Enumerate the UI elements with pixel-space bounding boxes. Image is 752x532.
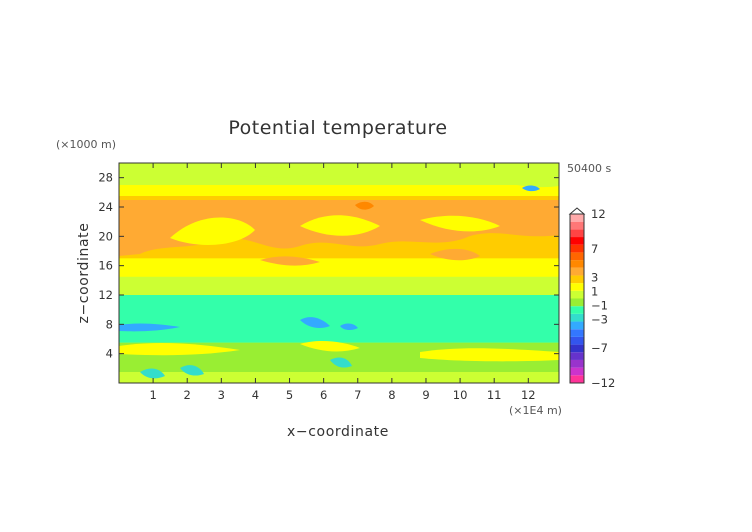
y-tick-label: 24 [98, 200, 113, 214]
colorbar-arrow [568, 207, 586, 215]
field-band [119, 372, 559, 383]
plot-area [118, 162, 560, 384]
x-tick-label: 6 [320, 388, 327, 402]
warm-anomaly-shape [430, 248, 480, 261]
colorbar-segment [570, 244, 584, 253]
x-tick-label: 9 [422, 388, 429, 402]
colorbar-label: −1 [591, 299, 608, 313]
warm-anomaly-shape [300, 215, 380, 236]
y-unit-label: (×1000 m) [56, 138, 116, 151]
y-tick-label: 20 [98, 229, 113, 243]
colorbar-segment [570, 359, 584, 368]
x-axis-title: x−coordinate [287, 424, 389, 440]
cool-anomaly-shape [522, 185, 540, 192]
field-features [119, 163, 559, 379]
surface-anomaly-shape [330, 357, 352, 368]
warm-anomaly-shape [260, 256, 320, 266]
surface-anomaly-shape [119, 343, 240, 356]
y-tick-label: 12 [98, 288, 113, 302]
time-label: 50400 s [567, 162, 611, 175]
y-tick-label: 16 [98, 259, 113, 273]
colorbar-segment [570, 336, 584, 345]
colorbar-label: 12 [591, 207, 606, 221]
colorbar-segment [570, 306, 584, 314]
colorbar-segment [570, 344, 584, 353]
colorbar-frame [569, 213, 585, 384]
x-tick-label: 4 [252, 388, 259, 402]
surface-anomaly-shape [140, 368, 165, 379]
cool-anomaly-shape [430, 163, 559, 188]
colorbar-segment [570, 267, 584, 276]
colorbar-segment [570, 237, 584, 245]
colorbar-label: 1 [591, 284, 598, 298]
cool-anomaly-shape [210, 163, 330, 178]
colorbar-segment [570, 352, 584, 360]
colorbar-segment [570, 275, 584, 284]
y-tick-label: 28 [98, 171, 113, 185]
warm-anomaly-shape [355, 201, 374, 210]
colorbar-segment [570, 367, 584, 376]
colorbar-segment [570, 313, 584, 322]
x-tick-label: 2 [184, 388, 191, 402]
field-band [119, 276, 559, 295]
surface-anomaly-shape [180, 365, 204, 376]
field-band [119, 185, 559, 196]
colorbar-segment [570, 321, 584, 330]
field-band [119, 258, 559, 277]
x-tick-label: 3 [218, 388, 225, 402]
x-tick-label: 5 [286, 388, 293, 402]
x-tick-label: 11 [487, 388, 502, 402]
y-axis-title: z−coordinate [76, 223, 92, 324]
colorbar-label: −3 [591, 313, 608, 327]
colorbar: 12 7 31−1−3 −7 −12 [568, 207, 615, 390]
colorbar-label: −7 [591, 341, 608, 355]
colorbar-segment [570, 298, 584, 307]
warm-anomaly-shape [170, 217, 255, 245]
y-tick-label: 4 [106, 347, 113, 361]
colorbar-segment [570, 260, 584, 268]
warm-anomaly-shape [420, 215, 500, 232]
x-unit-label: (×1E4 m) [509, 404, 562, 417]
x-axis: 1 2 3 4 5 6 7 8 9 10 11 12 [149, 163, 536, 402]
colorbar-segment [570, 290, 584, 299]
colorbar-segment [570, 283, 584, 291]
colorbar-label: 3 [591, 270, 598, 284]
y-axis: 4 8 12 16 20 24 28 [98, 171, 559, 361]
x-tick-label: 7 [354, 388, 361, 402]
colorbar-segment [570, 221, 584, 230]
colorbar-segment [570, 214, 584, 222]
x-tick-label: 8 [388, 388, 395, 402]
y-tick-label: 8 [106, 317, 113, 331]
colorbar-segment [570, 229, 584, 238]
surface-anomaly-shape [300, 341, 360, 352]
x-tick-label: 1 [149, 388, 156, 402]
plot-frame [118, 162, 560, 384]
x-tick-label: 10 [453, 388, 468, 402]
field-band [119, 295, 559, 343]
colorbar-label: −12 [591, 376, 615, 390]
colorbar-segment [570, 375, 584, 383]
cold-anomaly-shape [119, 323, 180, 332]
colorbar-label: 7 [591, 242, 598, 256]
cold-anomaly-shape [300, 317, 330, 328]
chart-title: Potential temperature [228, 117, 447, 139]
colorbar-segment [570, 329, 584, 337]
colorbar-segment [570, 252, 584, 261]
surface-anomaly-shape [420, 348, 559, 362]
x-tick-label: 12 [521, 388, 536, 402]
cold-anomaly-shape [340, 323, 358, 331]
